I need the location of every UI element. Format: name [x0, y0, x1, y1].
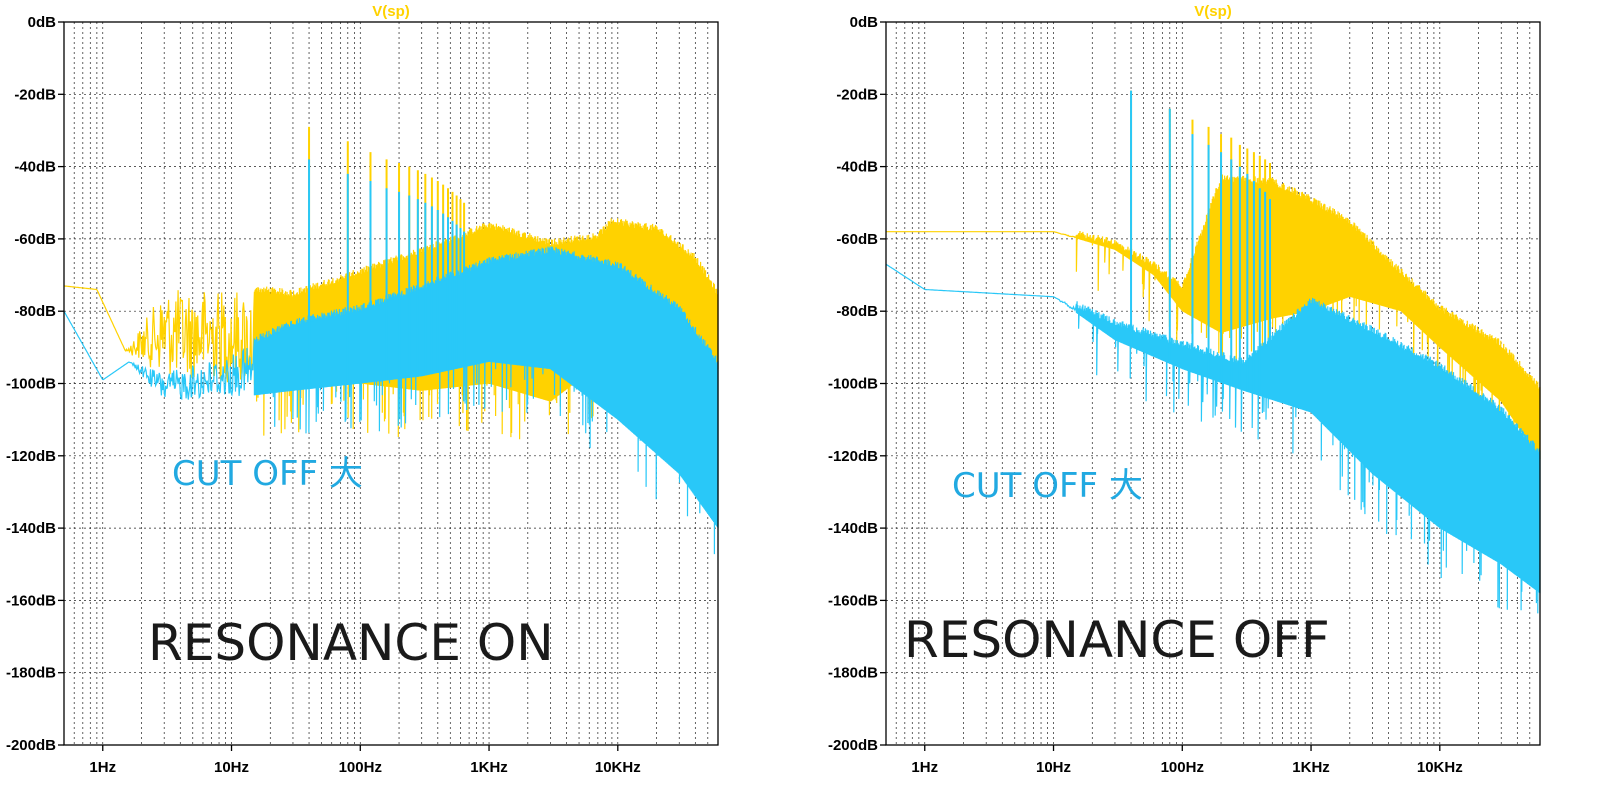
- x-tick-label: 1Hz: [89, 759, 116, 776]
- series-band: [1076, 304, 1540, 594]
- y-tick-label: -140dB: [828, 520, 878, 537]
- series-blue: [63, 159, 719, 555]
- series-note: CUT OFF 大: [952, 466, 1143, 506]
- series-note: CUT OFF 大: [172, 454, 363, 494]
- x-tick-label: 10KHz: [595, 759, 641, 776]
- x-tick-label: 1Hz: [911, 759, 938, 776]
- y-tick-label: -80dB: [14, 303, 56, 320]
- y-tick-label: -100dB: [828, 376, 878, 393]
- series-band: [1076, 181, 1540, 460]
- y-tick-label: -140dB: [6, 520, 56, 537]
- y-tick-label: -80dB: [836, 303, 878, 320]
- series-blue: [885, 90, 1541, 614]
- y-tick-label: -20dB: [836, 86, 878, 103]
- y-tick-label: 0dB: [28, 14, 57, 31]
- x-tick-label: 100Hz: [1161, 759, 1204, 776]
- x-tick-label: 100Hz: [339, 759, 382, 776]
- trace-title: V(sp): [1194, 3, 1232, 20]
- y-tick-label: -160dB: [828, 592, 878, 609]
- y-tick-label: -120dB: [828, 448, 878, 465]
- y-tick-label: -180dB: [828, 665, 878, 682]
- y-tick-label: -200dB: [6, 737, 56, 754]
- y-tick-label: -160dB: [6, 592, 56, 609]
- panel-resonance-on: 0dB -20dB -40dB -60dB -80dB -100dB -120dB -140d…: [6, 3, 719, 776]
- mode-note: RESONANCE ON: [148, 614, 554, 672]
- y-tick-label: -120dB: [6, 448, 56, 465]
- y-tick-label: -20dB: [14, 86, 56, 103]
- x-tick-label: 1KHz: [470, 759, 508, 776]
- y-tick-label: 0dB: [850, 14, 879, 31]
- y-tick-label: -40dB: [14, 159, 56, 176]
- x-tick-label: 10Hz: [214, 759, 249, 776]
- y-tick-label: -100dB: [6, 376, 56, 393]
- y-tick-label: -200dB: [828, 737, 878, 754]
- x-tick-label: 10KHz: [1417, 759, 1463, 776]
- y-tick-label: -60dB: [14, 231, 56, 248]
- x-tick-label: 10Hz: [1036, 759, 1071, 776]
- x-tick-label: 1KHz: [1292, 759, 1330, 776]
- y-tick-label: -60dB: [836, 231, 878, 248]
- trace-title: V(sp): [372, 3, 410, 20]
- mode-note: RESONANCE OFF: [904, 611, 1330, 669]
- y-tick-label: -40dB: [836, 159, 878, 176]
- panel-resonance-off: 0dB -20dB -40dB -60dB -80dB -100dB -120dB -140d…: [828, 3, 1541, 776]
- y-tick-label: -180dB: [6, 665, 56, 682]
